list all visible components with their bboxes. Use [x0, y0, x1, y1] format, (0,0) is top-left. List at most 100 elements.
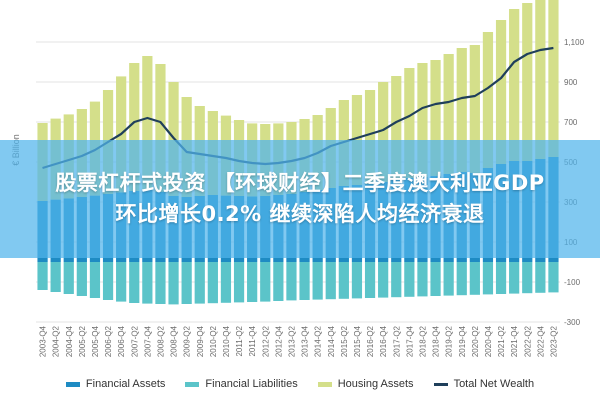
- bar-financial-liabilities: [181, 262, 192, 304]
- bar-housing-assets: [443, 54, 454, 174]
- bar-financial-liabilities: [299, 262, 310, 300]
- x-tick-label: 2018-Q2: [418, 325, 427, 357]
- x-tick-label: 2022-Q2: [523, 325, 532, 357]
- bar-financial-liabilities: [391, 262, 402, 298]
- bar-housing-assets: [430, 60, 441, 176]
- bar-housing-assets: [129, 63, 140, 191]
- bar-housing-assets: [456, 48, 467, 172]
- x-tick-label: 2005-Q2: [78, 325, 87, 357]
- headline-line-2[interactable]: 环比增长0.2% 继续深陷人均经济衰退: [115, 202, 485, 226]
- bar-housing-assets: [482, 32, 494, 168]
- x-tick-label: 2016-Q2: [366, 325, 375, 357]
- bar-financial-liabilities: [312, 262, 323, 300]
- legend-label-financial-liabilities: Financial Liabilities: [205, 378, 298, 390]
- x-tick-label: 2012-Q4: [274, 325, 283, 357]
- bar-financial-liabilities: [364, 262, 376, 298]
- x-tick-label: 2012-Q2: [261, 325, 270, 357]
- bar-financial-liabilities: [469, 262, 480, 295]
- bar-housing-assets: [404, 68, 415, 178]
- x-tick-label: 2017-Q2: [392, 325, 401, 357]
- x-tick-label: 2008-Q2: [156, 325, 165, 357]
- y-tick-label: -100: [564, 278, 581, 287]
- legend-swatch-housing-assets: [317, 381, 332, 387]
- x-tick-label: 2015-Q2: [340, 325, 349, 357]
- legend-housing-assets: Housing Assets: [317, 378, 414, 390]
- headline-line-1[interactable]: 股票杠杆式投资 【环球财经】二季度澳大利亚GDP: [55, 171, 545, 195]
- bar-financial-liabilities: [548, 262, 559, 293]
- legend-label-total-net-wealth: Total Net Wealth: [453, 378, 535, 390]
- legend-label-financial-assets: Financial Assets: [85, 378, 166, 390]
- bar-housing-assets: [155, 64, 166, 192]
- x-tick-label: 2004-Q4: [65, 325, 74, 357]
- bar-housing-assets: [495, 20, 507, 164]
- bar-housing-assets: [522, 3, 533, 161]
- y-tick-label: 1,100: [564, 38, 585, 47]
- legend-swatch-financial-assets: [65, 381, 80, 387]
- x-tick-label: 2007-Q2: [130, 325, 139, 357]
- x-tick-label: 2007-Q4: [143, 325, 152, 357]
- x-tick-label: 2004-Q2: [52, 325, 61, 357]
- bar-financial-liabilities: [443, 262, 454, 296]
- bar-financial-liabilities: [325, 262, 336, 300]
- bar-housing-assets: [469, 45, 480, 173]
- bar-financial-liabilities: [535, 262, 546, 293]
- bar-financial-liabilities: [260, 262, 271, 302]
- x-tick-label: 2021-Q2: [497, 325, 506, 357]
- chart-legend: Financial Assets Financial Liabilities H…: [0, 374, 600, 394]
- y-tick-label: 700: [564, 118, 578, 127]
- legend-swatch-total-net-wealth: [433, 382, 448, 386]
- bar-financial-liabilities: [233, 262, 245, 303]
- headline-banner[interactable]: 股票杠杆式投资 【环球财经】二季度澳大利亚GDP 环比增长0.2% 继续深陷人均…: [0, 140, 600, 258]
- x-tick-label: 2014-Q2: [314, 325, 323, 357]
- bar-housing-assets: [417, 63, 428, 177]
- bar-financial-liabilities: [155, 262, 166, 304]
- x-tick-label: 2003-Q4: [39, 325, 48, 357]
- x-tick-label: 2020-Q2: [471, 325, 480, 357]
- bar-financial-liabilities: [168, 262, 179, 305]
- legend-label-housing-assets: Housing Assets: [337, 378, 414, 390]
- legend-financial-assets: Financial Assets: [65, 378, 166, 390]
- bar-financial-liabilities: [495, 262, 507, 294]
- x-tick-label: 2005-Q4: [91, 325, 100, 357]
- bar-financial-liabilities: [417, 262, 428, 297]
- x-tick-label: 2010-Q2: [209, 325, 218, 357]
- bar-housing-assets: [509, 9, 520, 161]
- x-tick-label: 2017-Q4: [405, 325, 414, 357]
- bar-financial-liabilities: [273, 262, 284, 301]
- x-tick-label: 2020-Q4: [484, 325, 493, 357]
- legend-swatch-financial-liabilities: [185, 381, 200, 387]
- bar-financial-liabilities: [37, 262, 48, 290]
- legend-total-net-wealth: Total Net Wealth: [433, 378, 535, 390]
- bar-financial-liabilities: [142, 262, 153, 304]
- bar-financial-liabilities: [129, 262, 140, 303]
- bar-housing-assets: [391, 76, 402, 180]
- bar-financial-liabilities: [220, 262, 232, 303]
- bar-housing-assets: [548, 0, 559, 157]
- bar-financial-liabilities: [456, 262, 467, 296]
- bar-financial-liabilities: [247, 262, 258, 302]
- x-tick-label: 2015-Q4: [353, 325, 362, 357]
- y-tick-label: -300: [564, 318, 581, 327]
- bar-financial-liabilities: [378, 262, 389, 298]
- bar-financial-liabilities: [522, 262, 533, 294]
- x-tick-label: 2022-Q4: [536, 325, 545, 357]
- bar-financial-liabilities: [63, 262, 74, 294]
- bar-financial-liabilities: [286, 262, 297, 301]
- bar-financial-liabilities: [102, 262, 114, 300]
- bar-financial-liabilities: [509, 262, 520, 294]
- y-tick-label: 900: [564, 78, 578, 87]
- bar-housing-assets: [535, 0, 546, 159]
- x-tick-label: 2021-Q4: [510, 325, 519, 357]
- bar-financial-liabilities: [89, 262, 101, 298]
- x-tick-label: 2008-Q4: [170, 325, 179, 357]
- x-tick-label: 2011-Q4: [248, 325, 257, 356]
- x-tick-label: 2018-Q4: [432, 325, 441, 357]
- x-tick-label: 2019-Q4: [458, 325, 467, 357]
- x-tick-label: 2023-Q2: [549, 325, 558, 357]
- x-tick-label: 2006-Q2: [104, 325, 113, 357]
- bar-housing-assets: [364, 90, 376, 184]
- bar-financial-liabilities: [351, 262, 363, 299]
- bar-housing-assets: [142, 56, 153, 190]
- bar-housing-assets: [378, 82, 389, 182]
- bar-financial-liabilities: [207, 262, 218, 304]
